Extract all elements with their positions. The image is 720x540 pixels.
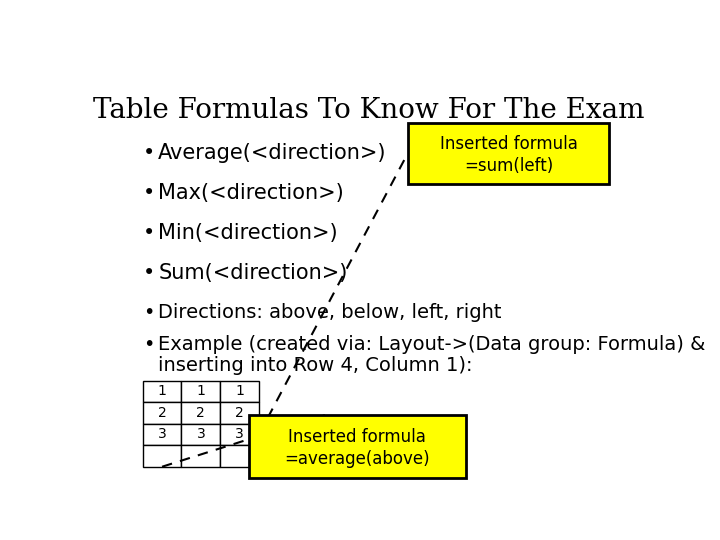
Text: •: •	[143, 264, 155, 284]
Text: 3: 3	[235, 427, 244, 441]
Text: Directions: above, below, left, right: Directions: above, below, left, right	[158, 303, 502, 322]
Bar	[220, 423, 259, 445]
Text: 3: 3	[158, 427, 166, 441]
Bar	[143, 402, 181, 423]
Text: Table Formulas To Know For The Exam: Table Formulas To Know For The Exam	[94, 97, 644, 124]
Bar	[220, 402, 259, 423]
Bar	[408, 123, 609, 184]
Bar	[143, 423, 181, 445]
Text: inserting into Row 4, Column 1):: inserting into Row 4, Column 1):	[158, 356, 473, 375]
Bar	[181, 445, 220, 467]
Text: 1: 1	[158, 384, 166, 399]
Text: 2: 2	[235, 406, 244, 420]
Text: 1: 1	[235, 384, 244, 399]
Text: •: •	[143, 303, 154, 322]
Text: 1: 1	[197, 384, 205, 399]
Text: Example (created via: Layout->(Data group: Formula) &: Example (created via: Layout->(Data grou…	[158, 335, 706, 354]
Text: Max(<direction>): Max(<direction>)	[158, 184, 344, 204]
Text: •: •	[143, 184, 155, 204]
Text: 3: 3	[197, 427, 205, 441]
Text: Inserted formula: Inserted formula	[440, 135, 577, 153]
Text: 2: 2	[158, 406, 166, 420]
Text: Min(<direction>): Min(<direction>)	[158, 224, 338, 244]
Text: Inserted formula: Inserted formula	[289, 428, 426, 446]
Text: Average(<direction>): Average(<direction>)	[158, 143, 387, 163]
Text: •: •	[143, 224, 155, 244]
Text: =sum(left): =sum(left)	[464, 157, 553, 174]
Text: Sum(<direction>): Sum(<direction>)	[158, 264, 348, 284]
Bar	[181, 423, 220, 445]
Bar	[181, 402, 220, 423]
Text: =average(above): =average(above)	[284, 450, 430, 468]
Bar	[220, 381, 259, 402]
Bar	[220, 445, 259, 467]
Text: •: •	[143, 143, 155, 163]
Text: 2: 2	[197, 406, 205, 420]
Bar	[181, 381, 220, 402]
Bar	[143, 445, 181, 467]
Bar	[249, 415, 466, 478]
Text: •: •	[143, 335, 154, 354]
Bar	[143, 381, 181, 402]
